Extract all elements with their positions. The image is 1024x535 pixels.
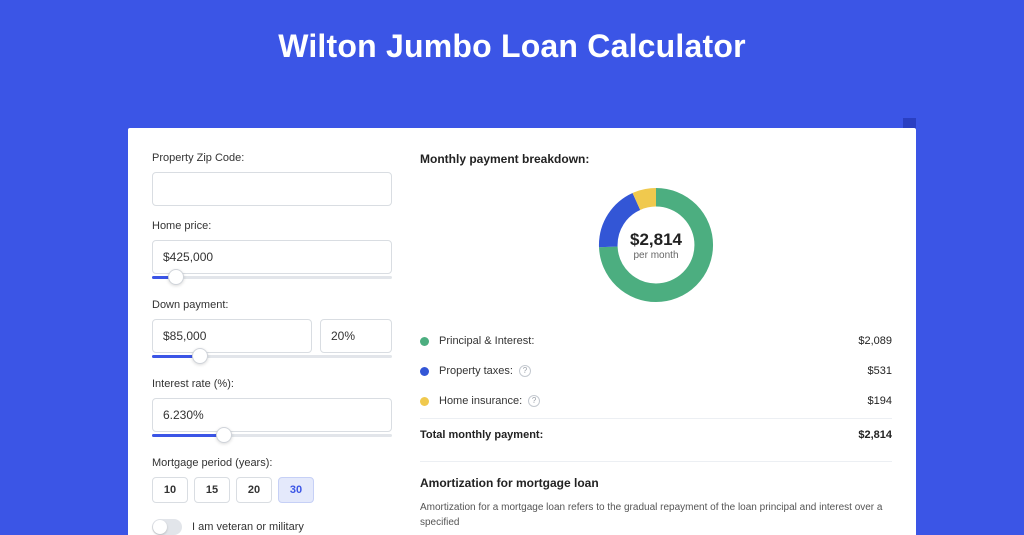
field-period: Mortgage period (years): 10152030 [152, 457, 392, 503]
period-label: Mortgage period (years): [152, 457, 392, 469]
down-payment-percent-input[interactable] [320, 319, 392, 353]
down-payment-label: Down payment: [152, 299, 392, 311]
period-btn-20[interactable]: 20 [236, 477, 272, 503]
breakdown-title: Monthly payment breakdown: [420, 152, 892, 166]
period-btn-30[interactable]: 30 [278, 477, 314, 503]
interest-rate-slider-thumb[interactable] [216, 427, 232, 443]
amortization-section: Amortization for mortgage loan Amortizat… [420, 461, 892, 530]
legend-row-0: Principal & Interest: $2,089 [420, 326, 892, 356]
breakdown-column: Monthly payment breakdown: $2,814 per mo… [420, 152, 892, 535]
period-btn-10[interactable]: 10 [152, 477, 188, 503]
legend-row-1: Property taxes:? $531 [420, 356, 892, 386]
payment-donut: $2,814 per month [593, 182, 719, 308]
legend-dot [420, 397, 429, 406]
total-value: $2,814 [858, 429, 892, 441]
page-title: Wilton Jumbo Loan Calculator [0, 0, 1024, 85]
interest-rate-slider-fill [152, 434, 224, 437]
help-icon[interactable]: ? [519, 365, 531, 377]
zip-input[interactable] [152, 172, 392, 206]
zip-label: Property Zip Code: [152, 152, 392, 164]
field-interest-rate: Interest rate (%): [152, 378, 392, 443]
legend-value: $531 [868, 365, 892, 377]
veteran-toggle[interactable] [152, 519, 182, 535]
amortization-text: Amortization for a mortgage loan refers … [420, 500, 892, 530]
legend-value: $194 [868, 395, 892, 407]
home-price-input[interactable] [152, 240, 392, 274]
legend-label: Principal & Interest: [439, 335, 534, 347]
interest-rate-slider[interactable] [152, 431, 392, 443]
down-payment-slider-thumb[interactable] [192, 348, 208, 364]
field-down-payment: Down payment: [152, 299, 392, 364]
donut-amount: $2,814 [630, 230, 682, 250]
down-payment-slider[interactable] [152, 352, 392, 364]
help-icon[interactable]: ? [528, 395, 540, 407]
field-zip: Property Zip Code: [152, 152, 392, 206]
veteran-toggle-knob [153, 520, 167, 534]
home-price-label: Home price: [152, 220, 392, 232]
legend-value: $2,089 [858, 335, 892, 347]
legend-row-2: Home insurance:? $194 [420, 386, 892, 416]
interest-rate-label: Interest rate (%): [152, 378, 392, 390]
period-buttons: 10152030 [152, 477, 392, 503]
home-price-slider[interactable] [152, 273, 392, 285]
legend: Principal & Interest: $2,089 Property taxe… [420, 326, 892, 416]
calculator-card: Property Zip Code: Home price: Down paym… [128, 128, 916, 535]
total-label: Total monthly payment: [420, 429, 543, 441]
donut-subtext: per month [633, 250, 678, 261]
form-column: Property Zip Code: Home price: Down paym… [152, 152, 392, 535]
home-price-slider-thumb[interactable] [168, 269, 184, 285]
period-btn-15[interactable]: 15 [194, 477, 230, 503]
veteran-row: I am veteran or military [152, 519, 392, 535]
legend-dot [420, 367, 429, 376]
legend-dot [420, 337, 429, 346]
legend-label: Home insurance: [439, 395, 522, 407]
interest-rate-input[interactable] [152, 398, 392, 432]
veteran-label: I am veteran or military [192, 521, 304, 533]
legend-total-row: Total monthly payment: $2,814 [420, 418, 892, 451]
legend-label: Property taxes: [439, 365, 513, 377]
amortization-title: Amortization for mortgage loan [420, 476, 892, 490]
field-home-price: Home price: [152, 220, 392, 285]
donut-center: $2,814 per month [593, 182, 719, 308]
donut-container: $2,814 per month [420, 176, 892, 326]
down-payment-amount-input[interactable] [152, 319, 312, 353]
